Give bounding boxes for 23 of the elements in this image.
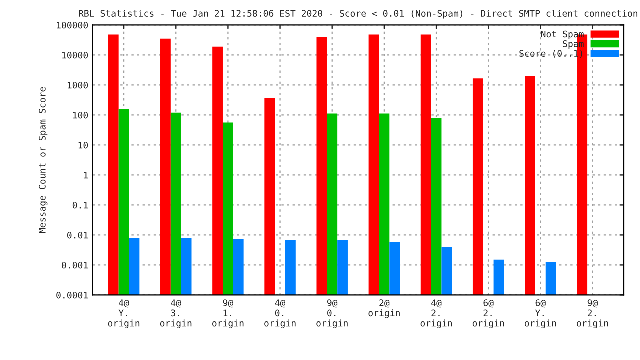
chart-title: RBL Statistics - Tue Jan 21 12:58:06 EST 2020 - Score < 0.01 (Non-Spam) - Direct SMTP client connection — [79, 10, 638, 19]
x-tick-label: 9@ 2. origin — [577, 300, 608, 329]
x-tick-label: 4@ 0. origin — [264, 300, 296, 329]
y-tick-label: 0.01 — [67, 232, 88, 239]
x-tick-label: 4@ 3. origin — [160, 300, 192, 329]
x-tick-label: 2@ origin — [368, 300, 400, 318]
x-tick-label: 9@ 1. origin — [212, 300, 244, 329]
y-tick-label: 0.0001 — [56, 292, 88, 299]
x-tick-label: 6@ 2. origin — [472, 300, 504, 329]
x-tick-label: 6@ Y. origin — [524, 300, 556, 329]
y-tick-label: 100 — [73, 112, 88, 119]
y-axis-title: Message Count or Spam Score — [39, 87, 48, 234]
y-tick-label: 10 — [78, 142, 88, 149]
y-tick-label: 0.1 — [72, 202, 88, 209]
y-tick-label: 1000 — [68, 82, 88, 89]
y-tick-label: 100000 — [57, 22, 88, 29]
x-tick-label: 4@ 2. origin — [420, 300, 452, 329]
y-tick-label: 0.001 — [62, 262, 88, 269]
x-tick-label: 4@ Y. origin — [108, 300, 140, 329]
y-tick-label: 10000 — [62, 52, 88, 59]
legend-label: Not Spam — [541, 30, 584, 40]
y-tick-label: 1 — [84, 172, 88, 179]
x-tick-label: 9@ 0. origin — [316, 300, 348, 329]
